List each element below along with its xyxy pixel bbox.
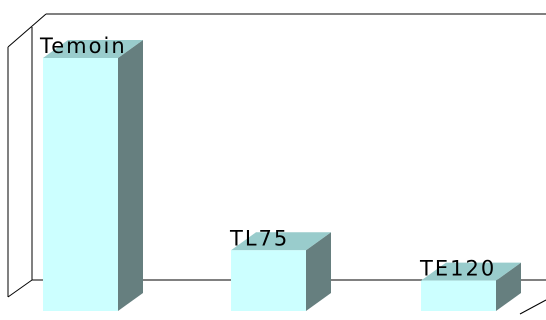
bar-front-face (231, 250, 306, 311)
bar-top-face (43, 40, 143, 58)
floor-corner-line (519, 299, 546, 315)
bar-tl75 (231, 232, 331, 311)
axis-line-5 (7, 279, 33, 298)
axis-line-0 (7, 13, 47, 48)
bar-te120 (421, 262, 521, 311)
bars-group (43, 40, 521, 311)
bar-side-face (496, 262, 521, 311)
bar-side-face (306, 232, 331, 311)
data-label-temoin: Temoin (39, 34, 127, 58)
bar-side-face (118, 40, 143, 311)
data-label-te120: TE120 (419, 257, 496, 281)
labels-group: Temoin TL75 TE120 (39, 34, 496, 281)
bar-front-face (421, 280, 496, 311)
bar-front-face (43, 58, 118, 311)
bar-top-face (231, 232, 331, 251)
data-label-tl75: TL75 (229, 226, 289, 250)
bar-temoin (43, 40, 143, 311)
bar-top-face (421, 262, 521, 281)
